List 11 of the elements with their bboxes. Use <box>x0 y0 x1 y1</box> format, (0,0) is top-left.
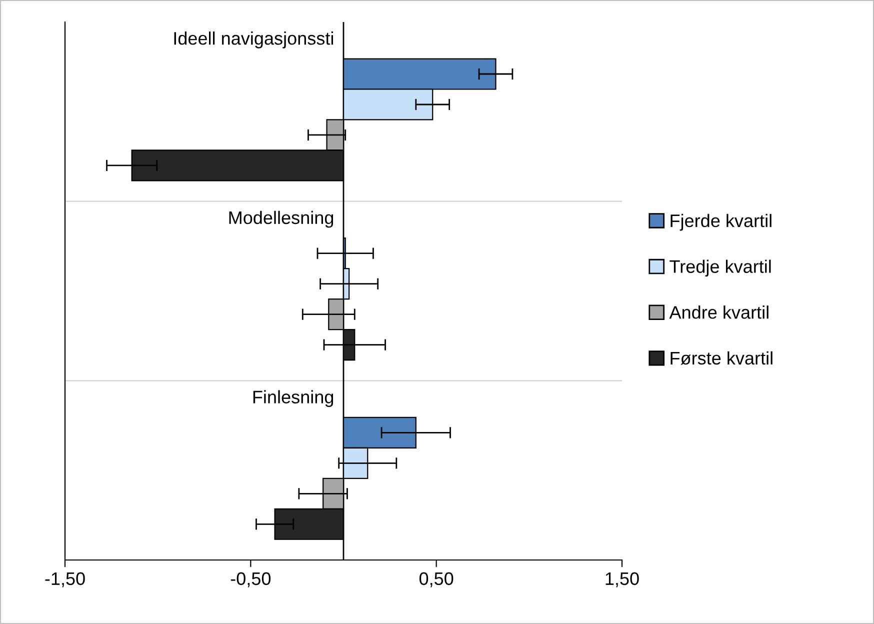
legend-label: Fjerde kvartil <box>670 214 772 231</box>
x-tick-label: -1,50 <box>45 572 85 588</box>
x-tick-label: -0,50 <box>230 572 271 588</box>
legend-label: Tredje kvartil <box>670 260 771 277</box>
y-tick-label: Ideell navigasjonssti <box>174 32 334 48</box>
legend-label: Første kvartil <box>670 351 772 365</box>
legend-label: Andre kvartil <box>669 306 768 319</box>
x-tick-label: 1,50 <box>606 572 639 588</box>
y-tick-label: Modellesning <box>229 210 334 228</box>
y-tick-label: Finlesning <box>253 390 334 408</box>
x-tick-label: 0,50 <box>419 572 454 588</box>
